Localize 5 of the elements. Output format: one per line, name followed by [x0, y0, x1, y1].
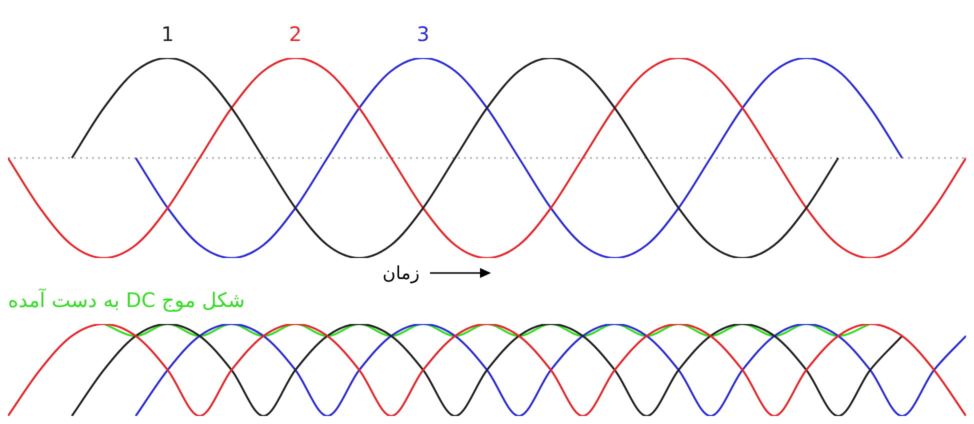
- series-label: 1: [161, 22, 174, 46]
- x-axis-title: زمان: [382, 262, 420, 284]
- series-label: 3: [416, 22, 430, 46]
- series-label: 2: [289, 22, 302, 46]
- series-label: شکل موج DC به دست آمده: [8, 288, 245, 312]
